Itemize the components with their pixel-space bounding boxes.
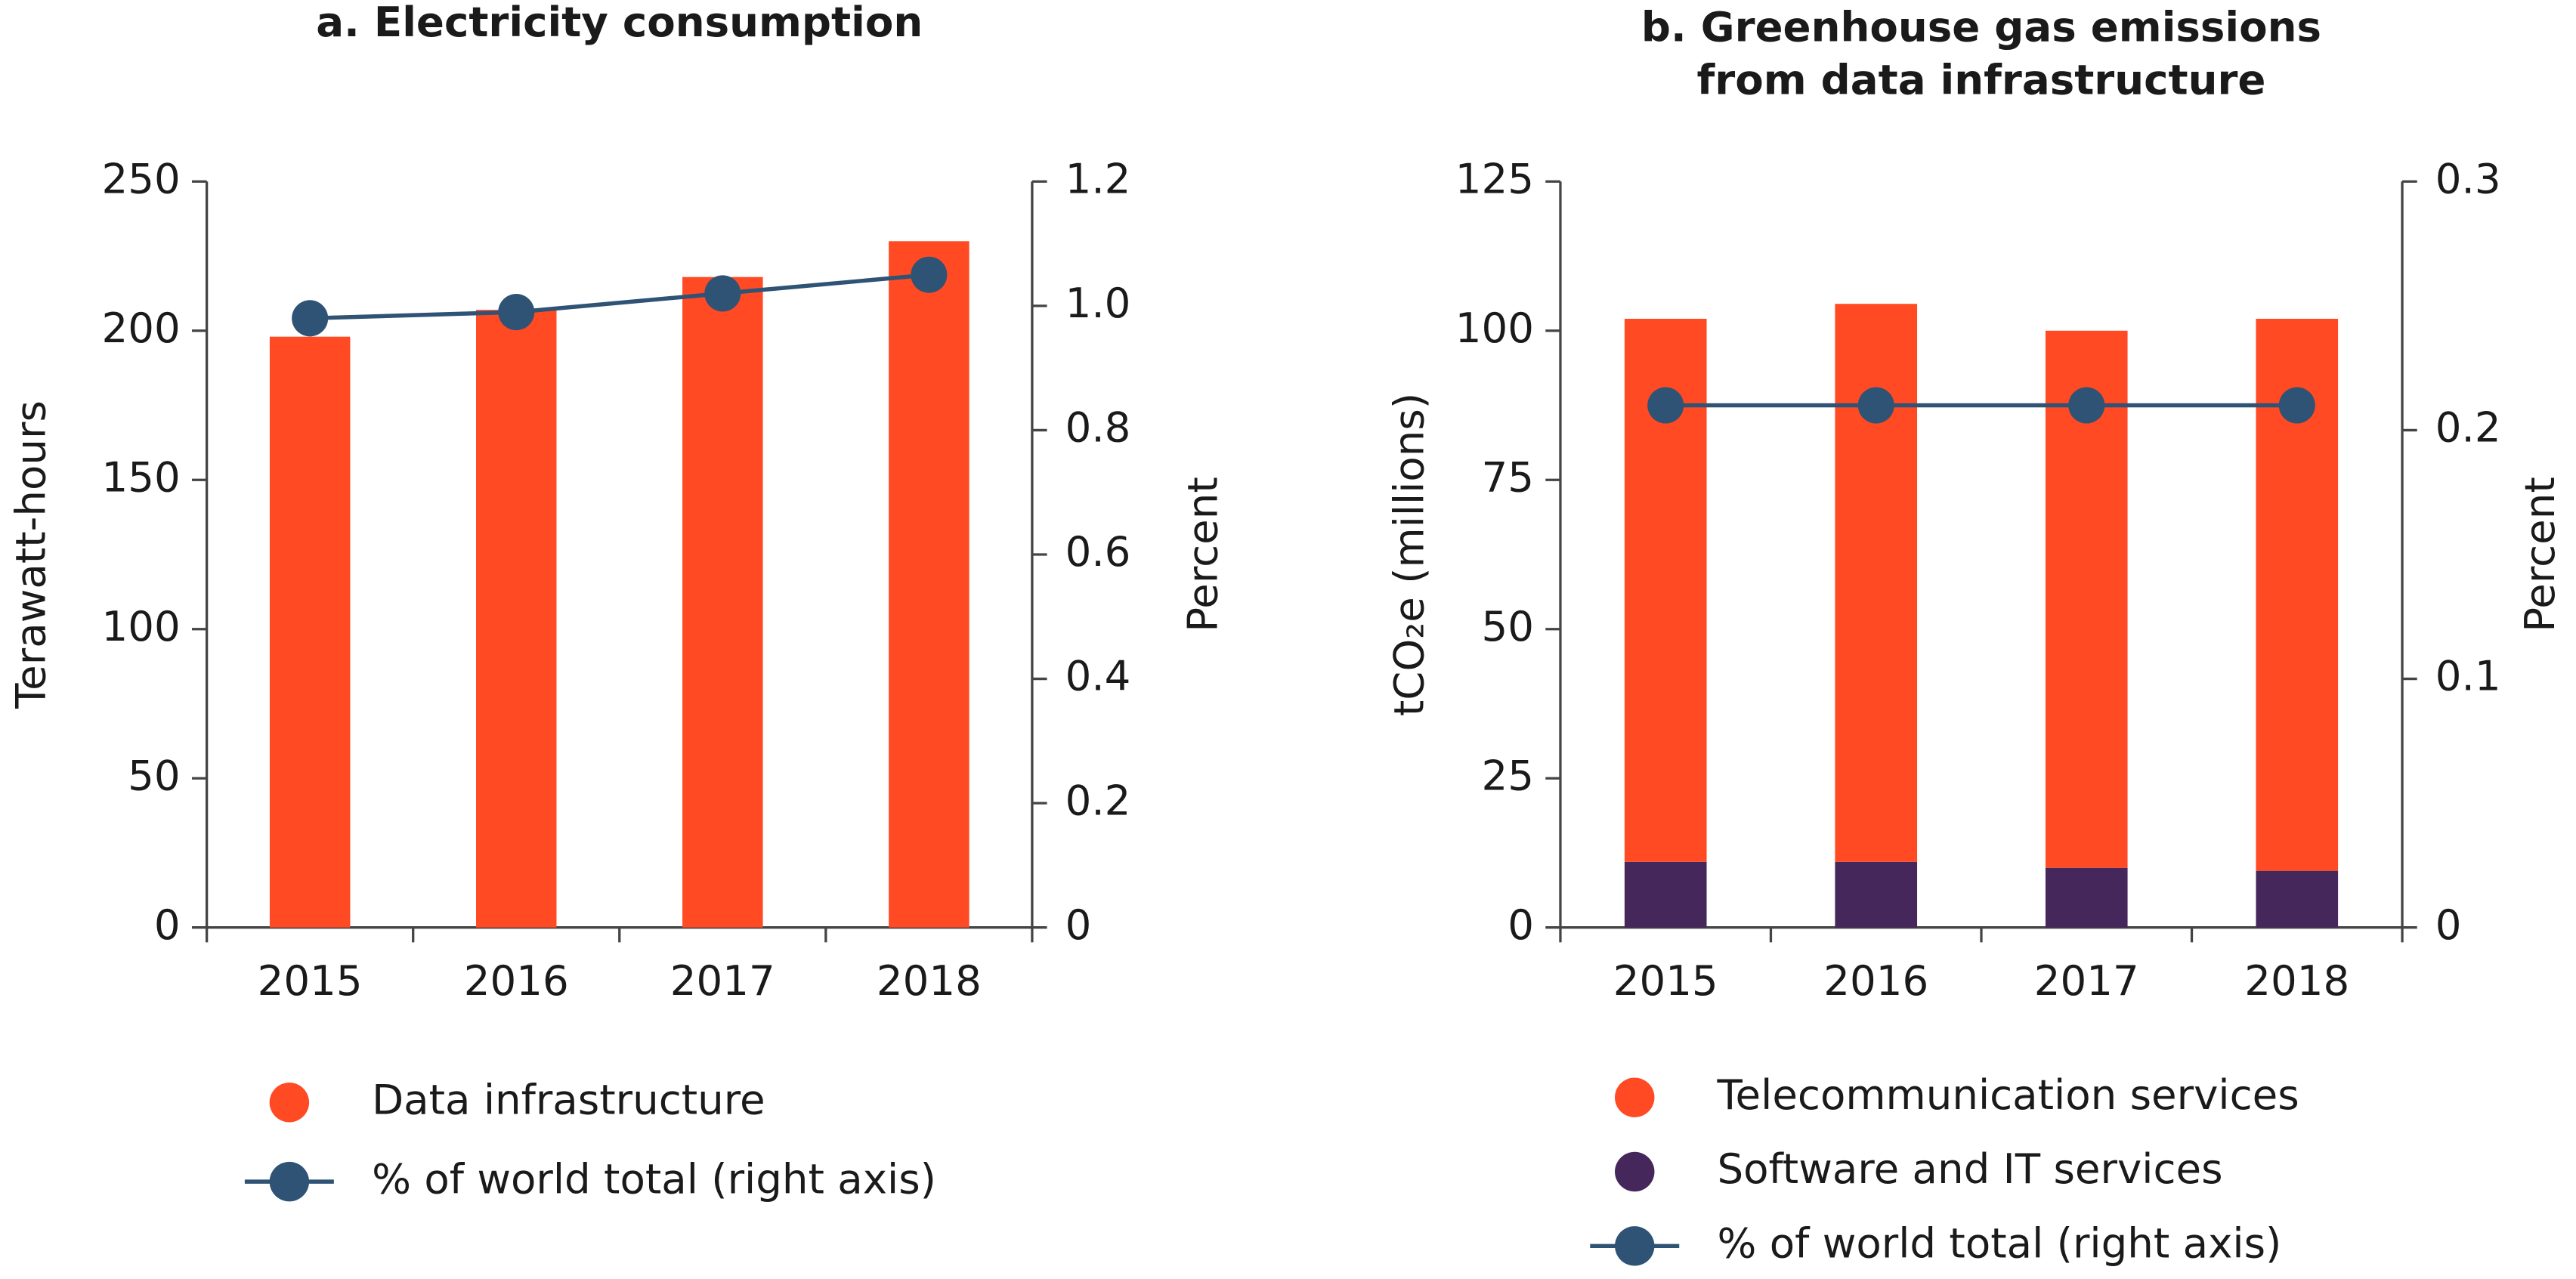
legend-swatch xyxy=(1615,1077,1655,1117)
line-marker xyxy=(1857,387,1894,424)
line-marker xyxy=(292,300,329,337)
y-tick-label: 125 xyxy=(1455,154,1534,202)
legend-swatch xyxy=(269,1083,310,1123)
x-tick-label: 2017 xyxy=(2034,956,2139,1005)
y2-tick-label: 0.2 xyxy=(2435,403,2501,452)
legend-swatch xyxy=(1615,1151,1655,1192)
y-tick-label: 150 xyxy=(101,453,180,501)
y2-axis-label: Percent xyxy=(1178,477,1226,632)
y-tick-label: 0 xyxy=(1508,901,1534,949)
x-tick-label: 2016 xyxy=(464,956,569,1005)
panel: a. Electricity consumption Terawatt-hours… xyxy=(6,0,1226,1203)
y-tick-label: 250 xyxy=(101,154,180,202)
y2-tick-label: 0 xyxy=(2435,901,2462,949)
y-tick-label: 25 xyxy=(1481,751,1534,799)
chart-title: from data infrastructure xyxy=(1697,55,2266,103)
line-marker xyxy=(2278,387,2315,424)
y2-tick-label: 0.2 xyxy=(1065,776,1131,824)
y2-tick-label: 1.0 xyxy=(1065,279,1131,327)
bar-segment xyxy=(1835,861,1918,928)
legend-item: Telecommunication services xyxy=(1615,1070,2299,1119)
y-tick-label: 200 xyxy=(101,304,180,352)
line-marker xyxy=(1647,387,1684,424)
y2-tick-label: 0.4 xyxy=(1065,652,1131,700)
bar-segment xyxy=(1624,861,1707,928)
legend-label: Telecommunication services xyxy=(1716,1070,2299,1119)
legend-label: Software and IT services xyxy=(1717,1145,2222,1193)
line-marker xyxy=(704,275,741,312)
bar-segment xyxy=(2045,867,2128,928)
legend-item: Data infrastructure xyxy=(269,1075,765,1123)
line-marker xyxy=(2068,387,2105,424)
line-marker xyxy=(911,256,948,293)
legend-item: % of world total (right axis) xyxy=(244,1154,936,1203)
bar xyxy=(269,336,351,928)
bar-segment xyxy=(2256,870,2339,928)
legend-swatch xyxy=(1615,1226,1655,1266)
legend-swatch xyxy=(269,1161,310,1202)
line xyxy=(310,273,929,321)
y2-tick-label: 0.3 xyxy=(2435,154,2501,202)
line-marker xyxy=(498,294,535,331)
bar xyxy=(889,241,969,928)
x-tick-label: 2015 xyxy=(1613,956,1718,1005)
y2-tick-label: 0 xyxy=(1065,901,1092,949)
y-tick-label: 50 xyxy=(1481,602,1534,650)
y2-tick-label: 1.2 xyxy=(1065,154,1131,202)
x-tick-label: 2018 xyxy=(2244,956,2349,1005)
x-tick-label: 2017 xyxy=(670,956,775,1005)
x-tick-label: 2015 xyxy=(258,956,363,1005)
legend-item: % of world total (right axis) xyxy=(1590,1219,2281,1267)
y-tick-label: 75 xyxy=(1481,453,1534,501)
y2-tick-label: 0.8 xyxy=(1065,403,1131,452)
x-tick-label: 2018 xyxy=(877,956,982,1005)
y-axis-label: tCO₂e (millions) xyxy=(1384,393,1433,716)
y2-axis-label: Percent xyxy=(2516,477,2564,632)
x-tick-label: 2016 xyxy=(1823,956,1928,1005)
y-tick-label: 0 xyxy=(154,901,181,949)
y2-tick-label: 0.6 xyxy=(1065,527,1131,576)
bar xyxy=(682,276,763,928)
legend-label: Data infrastructure xyxy=(372,1075,765,1123)
y-tick-label: 100 xyxy=(1455,304,1534,352)
chart-title: a. Electricity consumption xyxy=(316,0,923,46)
y-tick-label: 100 xyxy=(101,602,180,650)
y-tick-label: 50 xyxy=(128,751,181,799)
chart-title: b. Greenhouse gas emissions xyxy=(1641,2,2321,51)
legend-label: % of world total (right axis) xyxy=(372,1154,936,1203)
bar xyxy=(475,310,557,928)
legend-item: Software and IT services xyxy=(1615,1145,2223,1193)
legend-label: % of world total (right axis) xyxy=(1717,1219,2281,1267)
y2-tick-label: 0.1 xyxy=(2435,652,2501,700)
y-axis-label: Terawatt-hours xyxy=(6,400,54,709)
